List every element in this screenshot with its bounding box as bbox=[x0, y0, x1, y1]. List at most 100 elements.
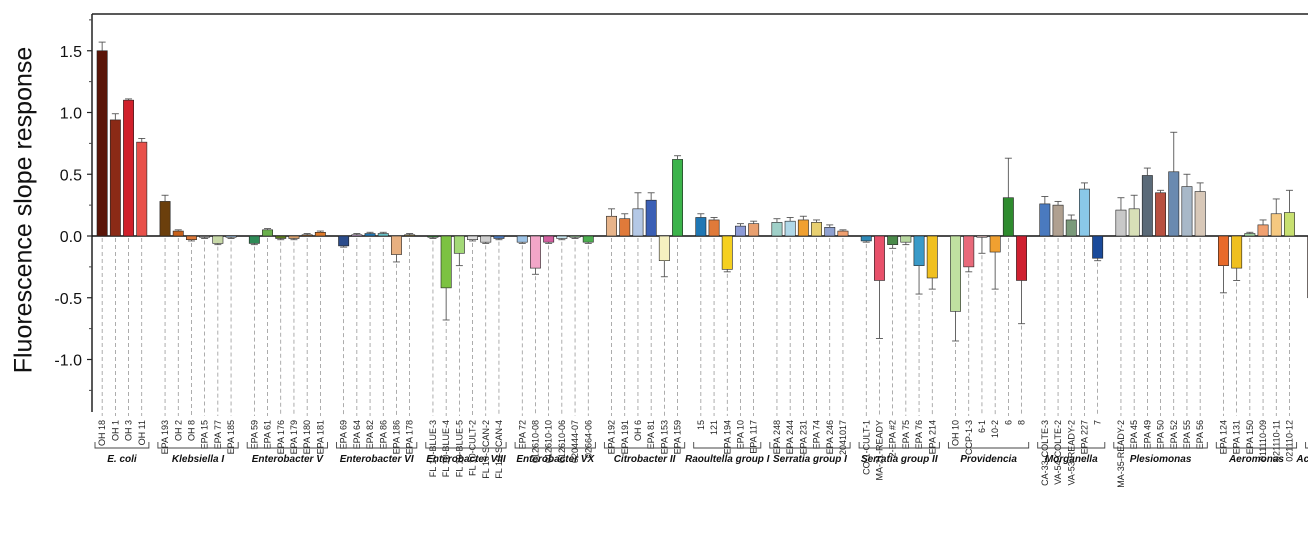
bar-label: 02664-06 bbox=[583, 420, 593, 458]
bar-label: EPA 75 bbox=[901, 420, 911, 449]
bar bbox=[467, 236, 477, 240]
bar-label: OH 3 bbox=[124, 420, 134, 441]
y-tick-label: -1.0 bbox=[54, 353, 82, 370]
bar bbox=[352, 235, 362, 236]
bar-label: FL 10-SCAN-4 bbox=[494, 420, 504, 479]
bar-label: EPA 191 bbox=[620, 420, 630, 454]
bar-label: EPA 150 bbox=[1245, 420, 1255, 454]
bar bbox=[557, 236, 567, 238]
bar bbox=[1245, 234, 1255, 236]
bar-label: EPA 74 bbox=[812, 420, 822, 449]
bar-label: EPA 64 bbox=[352, 420, 362, 449]
bar-label: EPA 45 bbox=[1129, 420, 1139, 449]
bar-label: OH 10 bbox=[951, 420, 961, 446]
bar-label: EPA 76 bbox=[914, 420, 924, 449]
bar bbox=[481, 236, 491, 242]
bar bbox=[530, 236, 540, 268]
bar bbox=[722, 236, 732, 269]
bar-label: EPA 159 bbox=[673, 420, 683, 454]
bar-label: EPA 72 bbox=[517, 420, 527, 449]
bar bbox=[160, 201, 170, 236]
y-axis-label: Fluorescence slope response bbox=[10, 47, 39, 374]
bar bbox=[749, 224, 759, 236]
bar bbox=[927, 236, 937, 278]
bar-label: EPA 124 bbox=[1218, 420, 1228, 454]
bar bbox=[785, 221, 795, 236]
group-label: E. coli bbox=[107, 454, 137, 465]
bar-label: EPA 15 bbox=[200, 420, 210, 449]
bar bbox=[1155, 193, 1165, 236]
bar-label: EPA 55 bbox=[1182, 420, 1192, 449]
y-tick-label: 0.0 bbox=[60, 229, 82, 246]
bar bbox=[735, 226, 745, 236]
group-label: Serratia group I bbox=[773, 454, 847, 465]
group-label: Plesiomonas bbox=[1130, 454, 1192, 465]
bar bbox=[544, 236, 554, 242]
group-label: Aeromonas bbox=[1228, 454, 1284, 465]
bar-label: EPA 180 bbox=[302, 420, 312, 454]
bar bbox=[964, 236, 974, 267]
bar bbox=[97, 51, 107, 236]
bar-label: EPA 59 bbox=[249, 420, 259, 449]
bar bbox=[977, 236, 987, 237]
y-tick-label: 1.5 bbox=[60, 44, 82, 61]
bar-label: EPA 49 bbox=[1142, 420, 1152, 449]
bar-label: EPA 227 bbox=[1079, 420, 1089, 454]
bar bbox=[1040, 204, 1050, 236]
bar-label: 121 bbox=[709, 420, 719, 435]
bar-label: EPA 231 bbox=[798, 420, 808, 454]
bar bbox=[772, 222, 782, 236]
bar-label: EPA 193 bbox=[160, 420, 170, 454]
bar bbox=[1232, 236, 1242, 268]
bar-label: EPA 244 bbox=[785, 420, 795, 454]
bar-label: EPA 246 bbox=[825, 420, 835, 454]
bar-label: FL 10-BLUE-4 bbox=[441, 420, 451, 477]
bar-label: OH 6 bbox=[633, 420, 643, 441]
group-label: Enterobacter VI bbox=[340, 454, 414, 465]
bar bbox=[646, 200, 656, 236]
bar bbox=[990, 236, 1000, 252]
bar bbox=[606, 216, 616, 236]
bar bbox=[1129, 209, 1139, 236]
bar-label: OH 2 bbox=[173, 420, 183, 441]
bar bbox=[226, 236, 236, 237]
bar bbox=[1271, 214, 1281, 236]
bar bbox=[1079, 189, 1089, 236]
bar-label: EPA 179 bbox=[289, 420, 299, 454]
bar-label: EPA 50 bbox=[1156, 420, 1166, 449]
bar bbox=[1066, 220, 1076, 236]
group-label: Enterobacter VX bbox=[516, 454, 595, 465]
bar-label: EPA 86 bbox=[378, 420, 388, 449]
bar bbox=[289, 236, 299, 238]
bar bbox=[315, 232, 325, 236]
bar bbox=[1195, 192, 1205, 236]
bar bbox=[659, 236, 669, 261]
bar-label: EPA 69 bbox=[339, 420, 349, 449]
bar-label: FL 10-SCAN-2 bbox=[481, 420, 491, 479]
bar bbox=[570, 236, 580, 237]
group-label: Enterobacter VIII bbox=[426, 454, 506, 465]
bar bbox=[276, 236, 286, 238]
y-axis-label-box: Fluorescence slope response bbox=[4, 0, 44, 420]
bar bbox=[1169, 172, 1179, 236]
bar-label: OH 11 bbox=[137, 420, 147, 445]
bar-label: EPA 10 bbox=[735, 420, 745, 449]
bar-label: EPA 82 bbox=[365, 420, 375, 449]
group-label: Providencia bbox=[960, 454, 1017, 465]
bar-label: EPA 61 bbox=[263, 420, 273, 449]
bar bbox=[186, 236, 196, 240]
bar-label: 15 bbox=[696, 420, 706, 430]
bar bbox=[391, 236, 401, 255]
bar-label: EPA 56 bbox=[1195, 420, 1205, 449]
bar-label: EPA 181 bbox=[315, 420, 325, 454]
bar bbox=[302, 235, 312, 236]
bar-label: CCP-1-3 bbox=[964, 420, 974, 455]
bar-label: 8 bbox=[1017, 420, 1027, 425]
bar bbox=[798, 220, 808, 236]
bar bbox=[583, 236, 593, 242]
bar-label: OH 8 bbox=[186, 420, 196, 441]
bar-label: EPA 214 bbox=[927, 420, 937, 454]
bar bbox=[696, 217, 706, 236]
bar bbox=[441, 236, 451, 288]
